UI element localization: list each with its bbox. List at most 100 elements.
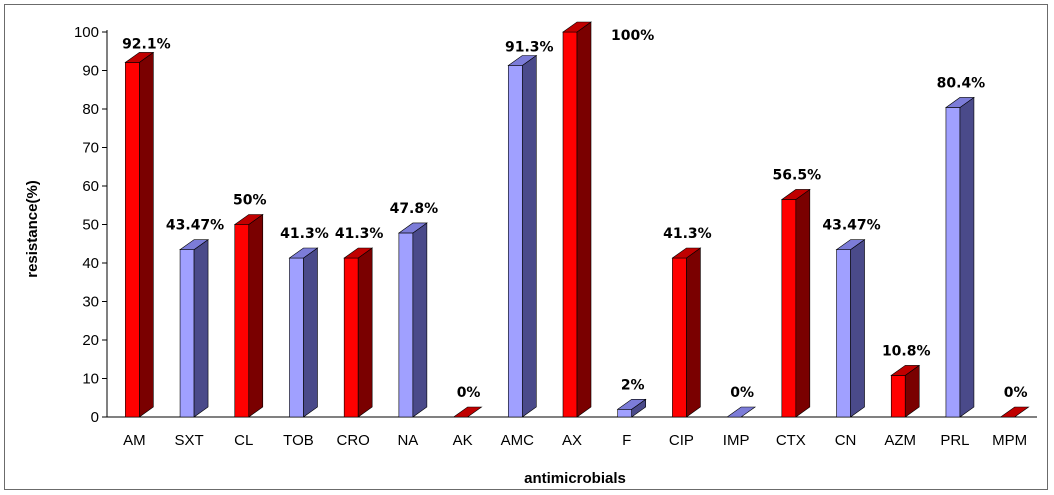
x-tick-label: AZM [884,432,916,449]
x-tick-label: CRO [337,432,370,449]
data-label-cl: 50% [233,193,267,209]
data-labels: 92.1% 43.47% 50% 41.3% 41.3% 47.8% 0% 91.3% 100%… [122,28,1027,401]
bar-na [397,222,428,418]
bar-amc [507,54,538,418]
x-tick-label: F [622,432,631,449]
bar-front [179,249,195,418]
y-tick-label: 40 [82,255,99,272]
bar-tob [288,247,319,418]
bar-top [616,398,647,410]
bar-cro [343,247,374,418]
bar-side [521,54,537,418]
bar-top [835,239,866,250]
chart-frame: 0 10 20 30 40 50 60 70 80 90 100 AM SXT CL TOB CRO NA AK A… [4,4,1048,490]
x-tick-label: AX [562,432,582,449]
bar-top [452,406,483,418]
bar-f [616,398,647,418]
data-label-azm: 10.8% [882,343,931,359]
y-tick-label: 60 [82,178,99,195]
data-label-ax: 100% [611,28,654,44]
y-tick-label: 100 [74,24,99,41]
bar-top [671,247,702,259]
y-tick-label: 30 [82,294,99,311]
x-tick-label: SXT [174,432,203,449]
bar-side [959,96,975,418]
bar-front [343,257,359,418]
bar-top [233,214,264,225]
x-tick-label: CIP [669,432,694,449]
bar-front [672,257,687,418]
bar-front [562,31,578,418]
bar-side [412,222,428,418]
bar-top [999,406,1030,418]
bar-front [945,107,961,418]
data-label-mpm: 0% [1004,385,1028,401]
x-tick-label: CTX [776,432,806,449]
bar-side [357,247,373,418]
bar-ax [562,21,592,418]
bar-side [303,247,318,418]
axes: 0 10 20 30 40 50 60 70 80 90 100 AM SXT CL TOB CRO NA AK A… [74,24,1037,449]
bar-top [726,406,757,418]
data-label-imp: 0% [730,385,754,401]
data-label-am: 92.1% [122,36,171,52]
bar-top [890,365,921,376]
bar-side [576,21,592,418]
bar-cl [233,213,264,418]
bar-top [124,52,155,63]
x-tick-label: MPM [992,432,1027,449]
bar-imp [726,406,757,418]
y-tick-label: 70 [82,140,99,157]
data-label-f: 2% [621,377,645,393]
bar-ak [452,406,483,418]
bar-side [193,239,209,418]
y-tick-label: 20 [82,332,99,349]
bar-top [562,21,592,33]
data-label-cn: 43.47% [822,218,880,234]
y-tick-label: 50 [82,217,99,234]
x-tick-label: TOB [283,432,314,449]
bar-front [781,199,797,418]
y-tick-label: 90 [82,63,99,80]
data-label-cip: 41.3% [663,226,712,242]
x-tick-label: AMC [501,432,535,449]
bar-front [289,257,304,418]
bar-front [234,224,250,418]
bar-front [398,232,414,418]
bar-top [780,189,811,200]
bar-side [850,239,865,418]
data-label-ctx: 56.5% [773,167,822,183]
data-label-sxt: 43.47% [166,218,224,234]
x-tick-label: NA [397,432,418,449]
y-axis-title: resistance(%) [24,180,41,278]
bar-sxt [179,239,209,418]
y-tick-label: 10 [82,371,99,388]
data-label-ak: 0% [457,385,481,401]
bar-top [945,97,975,108]
x-tick-label: CN [835,432,857,449]
bars [124,21,1030,418]
bar-front [617,408,633,418]
data-label-tob: 41.3% [280,226,329,242]
x-axis-title: antimicrobials [524,470,626,487]
bar-front [836,249,851,418]
bar-side [248,213,264,418]
bar-top [179,239,209,250]
x-tick-label: IMP [723,432,750,449]
bar-am [124,51,155,418]
bar-front [890,375,906,418]
y-tick-label: 80 [82,101,99,118]
bar-cip [671,247,702,418]
x-tick-label: CL [234,432,253,449]
y-tick-label: 0 [91,409,99,426]
bar-top [507,55,538,66]
x-tick-label: PRL [940,432,969,449]
data-label-na: 47.8% [390,201,439,217]
bar-side [686,247,701,418]
bar-top [288,247,319,259]
bar-azm [890,364,921,418]
bar-side [795,188,811,418]
data-label-amc: 91.3% [505,39,554,55]
x-tick-label: AM [123,432,146,449]
bar-top [397,222,428,234]
